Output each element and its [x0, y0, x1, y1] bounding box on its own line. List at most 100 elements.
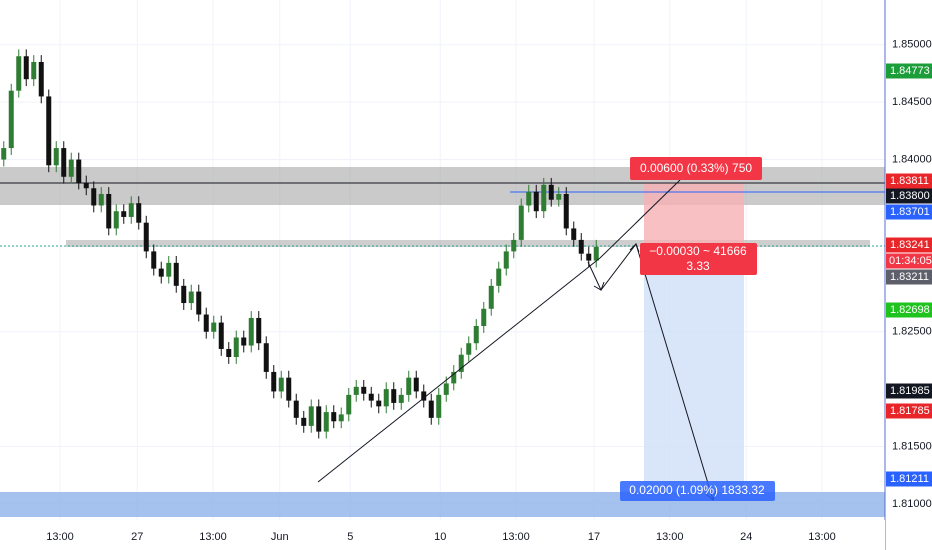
candle-body	[346, 394, 352, 415]
candle-body	[248, 317, 254, 346]
candle-body	[233, 337, 239, 357]
candle-body	[481, 308, 487, 327]
candle-body	[511, 239, 517, 252]
candle-body	[38, 61, 44, 97]
y-tick-label: 1.81500	[892, 440, 932, 452]
risk-label: 0.00600 (0.33%) 750	[640, 161, 752, 175]
candle-body	[443, 383, 449, 395]
y-tick-label: 1.85000	[892, 39, 932, 51]
y-tick-label: 1.81000	[892, 498, 932, 510]
candle-body	[151, 251, 157, 269]
price-badge-label: 1.83211	[890, 271, 929, 283]
candle-body	[556, 193, 562, 200]
candle-body	[308, 406, 314, 426]
candle-body	[173, 262, 179, 286]
price-badge	[886, 383, 932, 399]
reward-label: 0.02000 (1.09%) 1833.32	[629, 483, 765, 497]
candle-body	[548, 184, 554, 200]
candle-body	[518, 205, 524, 240]
candle-body	[488, 285, 494, 309]
candle-body	[31, 61, 37, 80]
x-tick-label: 13:00	[656, 531, 684, 543]
candle-body	[211, 322, 217, 332]
candle-body	[128, 203, 134, 217]
price-badge	[886, 302, 932, 318]
price-badge	[886, 204, 932, 220]
candle-body	[83, 182, 89, 189]
candle-body	[158, 268, 164, 277]
x-tick-label: 24	[740, 531, 752, 543]
candle-body	[113, 211, 119, 229]
candle-body	[241, 337, 247, 346]
candle-body	[143, 222, 149, 252]
candle-body	[226, 348, 232, 357]
candle-body	[586, 253, 592, 261]
candle-body	[428, 400, 434, 418]
candle-body	[593, 246, 599, 261]
candle-body	[503, 251, 509, 269]
price-badge-label: 1.81785	[890, 405, 930, 417]
candle-body	[196, 291, 202, 315]
candle-body	[271, 371, 277, 392]
candle-body	[406, 377, 412, 395]
risk-badge	[630, 157, 762, 180]
target-area	[644, 247, 744, 492]
candle-body	[398, 394, 404, 403]
candle-body	[218, 322, 224, 349]
price-badge-label: 1.81985	[890, 385, 930, 397]
candle-body	[16, 56, 22, 91]
candle-body	[278, 377, 284, 392]
countdown-badge	[886, 253, 932, 269]
price-badge	[886, 403, 932, 419]
candle-body	[91, 188, 97, 206]
candle-body	[61, 148, 67, 177]
x-tick-label: 13:00	[502, 531, 530, 543]
candle-body	[451, 371, 457, 384]
price-badge	[886, 188, 932, 204]
x-tick-label: 10	[434, 531, 446, 543]
candle-body	[383, 389, 389, 407]
countdown-label: 01:34:05	[889, 255, 932, 267]
y-tick-label: 1.84000	[892, 153, 932, 165]
price-badge-label: 1.81211	[890, 473, 929, 485]
axes: 1.85000 1.84500 1.84000 1.82500 1.81500 1.810…	[46, 39, 932, 543]
y-tick-label: 1.84500	[892, 96, 932, 108]
candle-body	[376, 400, 382, 407]
candle-body	[293, 400, 299, 418]
candles	[1, 49, 599, 439]
x-tick-label: 13:00	[46, 531, 74, 543]
time-axis	[0, 520, 885, 550]
candle-body	[53, 148, 59, 166]
candle-body	[458, 354, 464, 372]
candle-body	[68, 159, 74, 177]
candle-body	[301, 417, 307, 426]
price-badge	[886, 237, 932, 253]
candle-body	[121, 211, 127, 217]
candle-body	[46, 96, 52, 166]
x-tick-label: 27	[131, 531, 143, 543]
projection-arrow	[587, 242, 714, 501]
candle-body	[181, 285, 187, 304]
candle-body	[571, 228, 577, 240]
price-badge-label: 1.83701	[890, 206, 930, 218]
x-tick-label: Jun	[271, 531, 289, 543]
price-badge	[886, 471, 932, 487]
arrow-head	[593, 281, 605, 291]
stop-area	[644, 183, 744, 244]
candle-body	[473, 326, 479, 344]
candle-body	[563, 193, 569, 229]
candle-body	[323, 412, 329, 432]
candle-body	[541, 184, 547, 212]
entry-label: −0.00030 ~ 41666	[649, 244, 747, 258]
trend-line	[317, 257, 601, 483]
candle-body	[496, 268, 502, 286]
candle-body	[1, 148, 7, 160]
candle-body	[23, 56, 29, 80]
entry-zone	[66, 240, 870, 247]
trend-line	[599, 179, 681, 259]
x-tick-label: 13:00	[808, 531, 836, 543]
candle-body	[391, 389, 397, 403]
candle-body	[316, 406, 322, 432]
